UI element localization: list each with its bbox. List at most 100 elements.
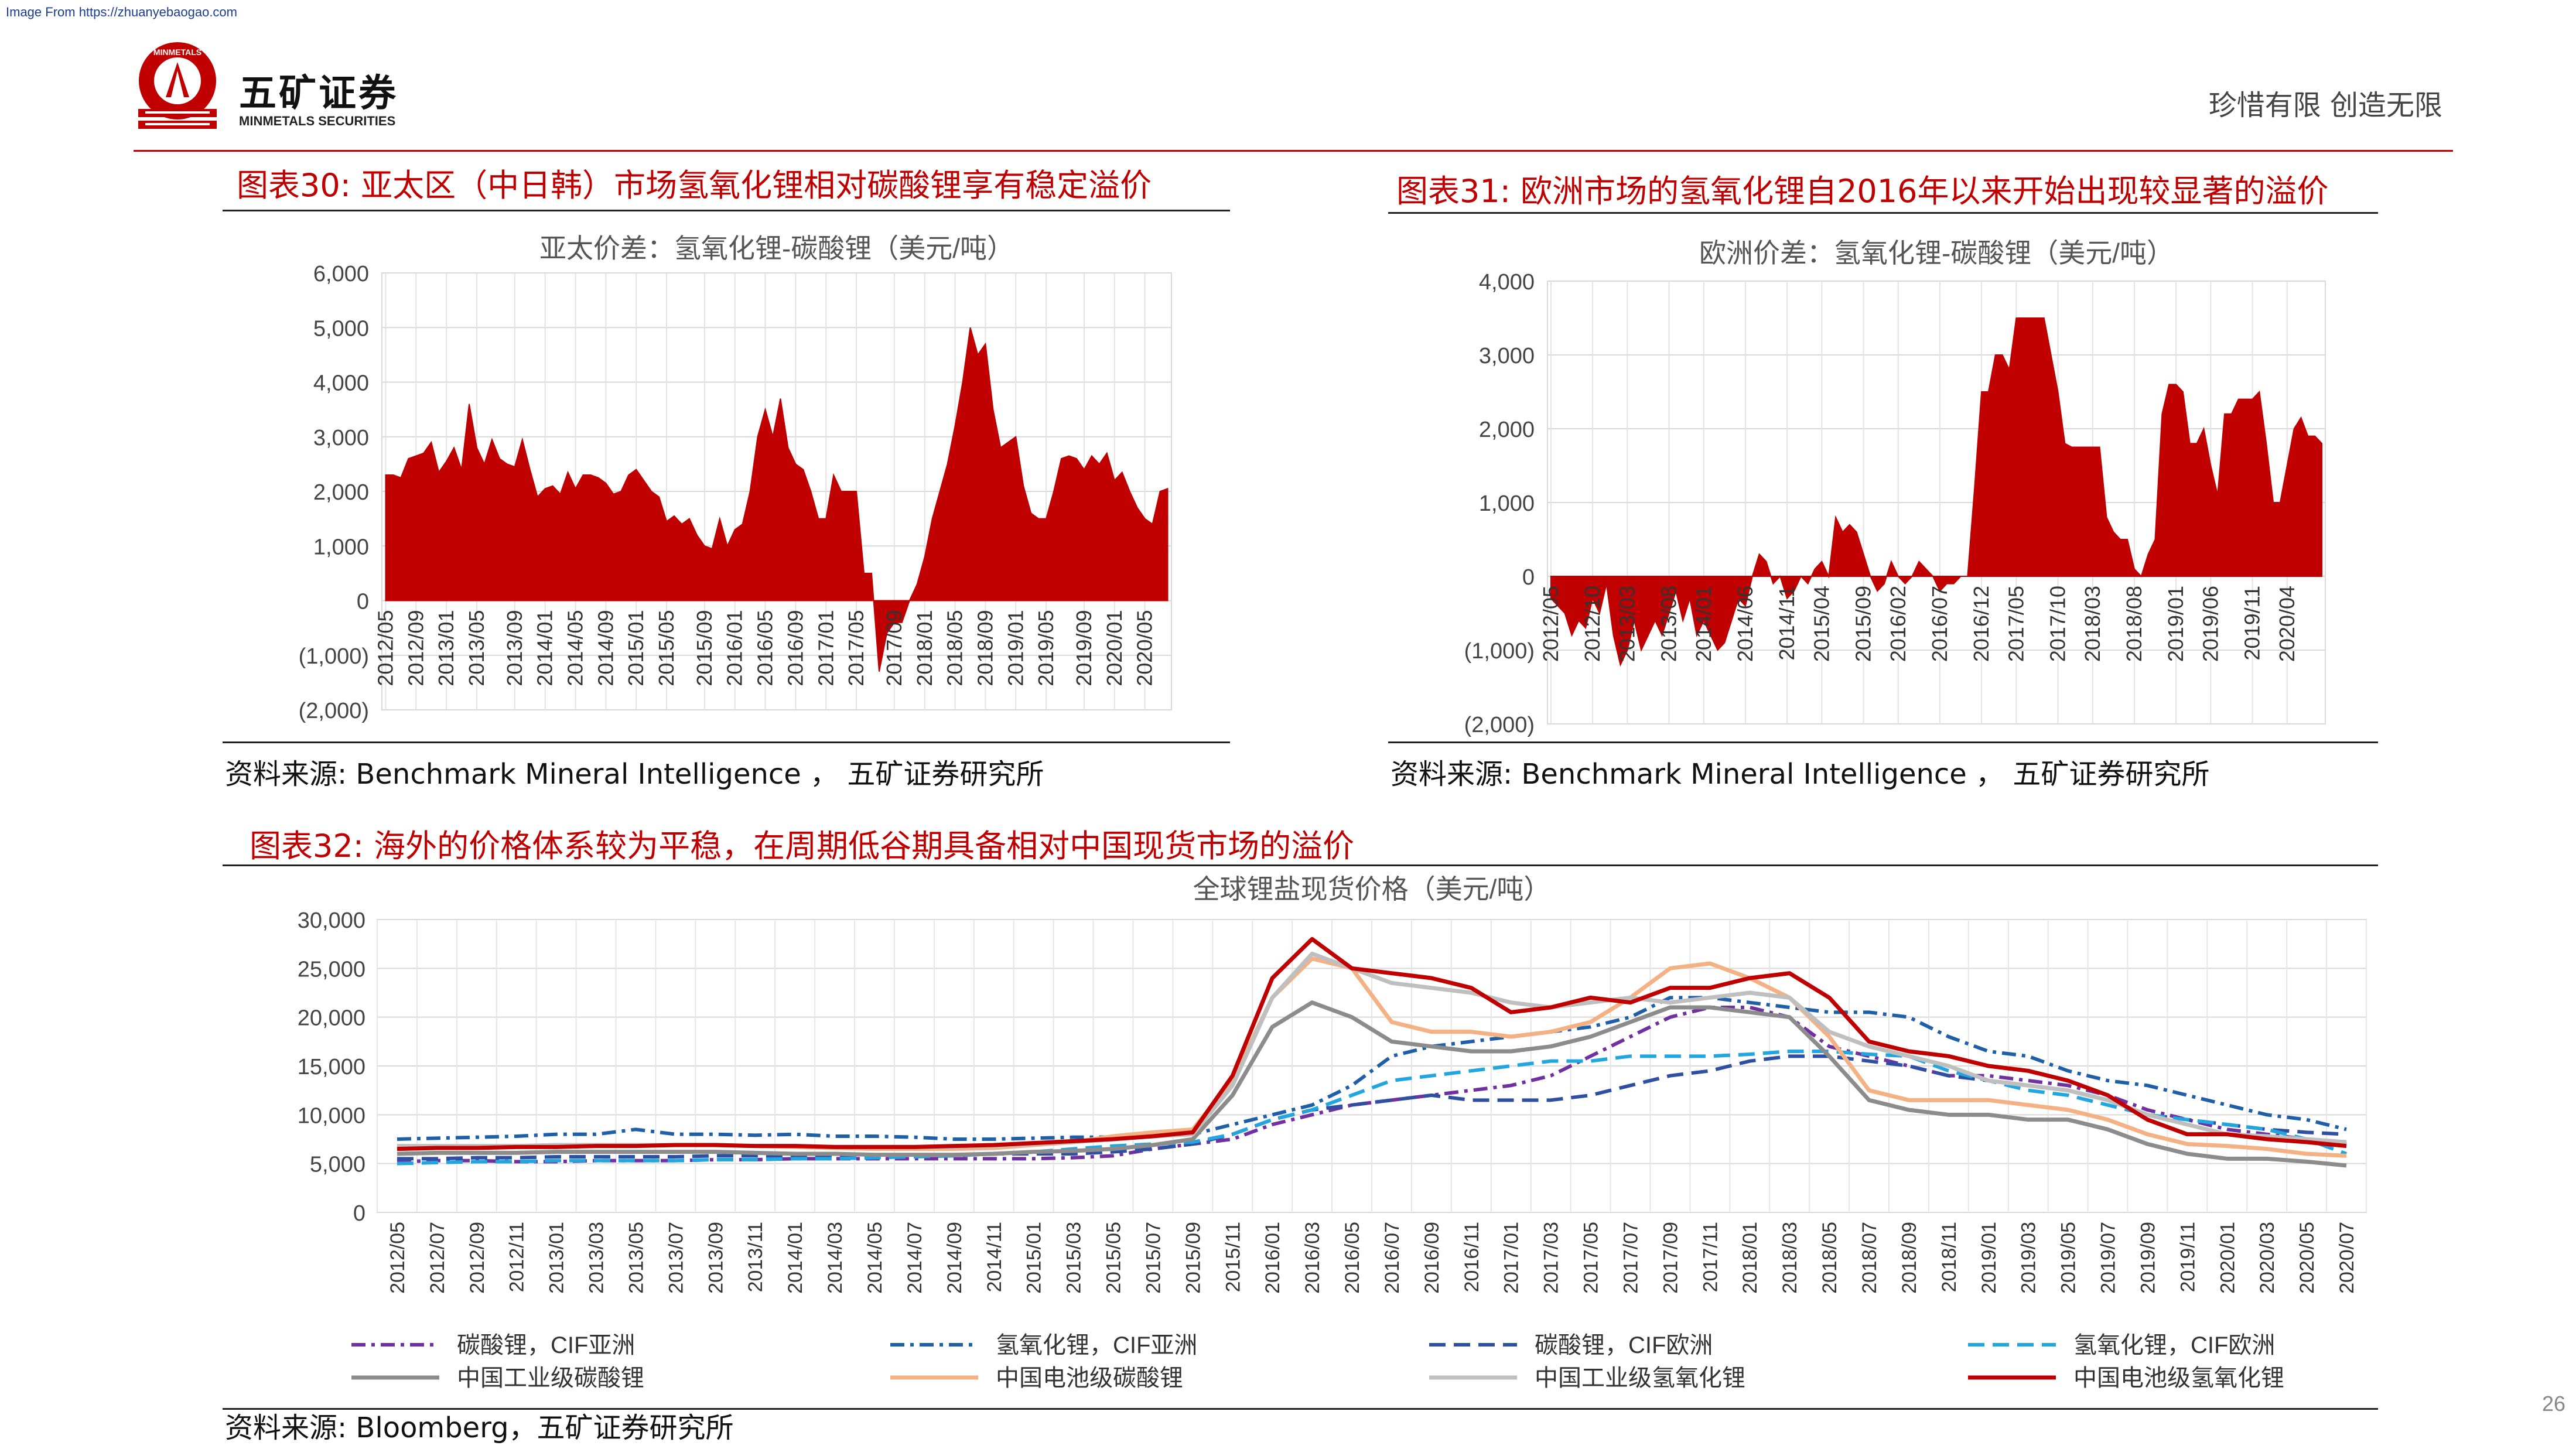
x-tick-label: 2015/09 — [692, 610, 716, 686]
company-logo: MINMETALS — [134, 39, 221, 132]
x-tick-label: 2019/11 — [2177, 1222, 2199, 1292]
x-tick-label: 2019/05 — [2058, 1222, 2080, 1294]
fig31-chart: 欧洲价差：氢氧化锂-碳酸锂（美元/吨） 4,000 3,000 2,000 1,000 0… — [1464, 238, 2326, 737]
x-tick-label: 2013/09 — [705, 1222, 727, 1294]
x-tick-label: 2020/07 — [2336, 1222, 2358, 1294]
x-tick-label: 2014/09 — [593, 610, 617, 686]
y-tick-label: 30,000 — [298, 908, 365, 933]
x-tick-label: 2014/05 — [563, 610, 587, 686]
x-tick-label: 2012/05 — [373, 610, 397, 686]
x-tick-label: 2020/04 — [2275, 586, 2299, 662]
x-tick-label: 2014/07 — [904, 1222, 926, 1294]
y-tick-label: (2,000) — [299, 699, 369, 723]
x-tick-label: 2020/05 — [1133, 610, 1157, 686]
y-tick-label: 4,000 — [313, 371, 369, 396]
x-tick-label: 2017/09 — [1659, 1222, 1682, 1294]
series-line — [397, 1050, 2348, 1166]
x-tick-label: 2020/01 — [2216, 1222, 2239, 1294]
x-tick-label: 2015/01 — [624, 610, 648, 686]
fig30-source: 资料来源: Benchmark Mineral Intelligence ， 五… — [225, 758, 1044, 791]
y-tick-label: 15,000 — [298, 1055, 365, 1079]
x-tick-label: 2014/09 — [944, 1222, 966, 1294]
x-tick-label: 2017/11 — [1699, 1222, 1721, 1292]
x-tick-label: 2016/11 — [1461, 1222, 1483, 1292]
x-tick-label: 2015/11 — [1222, 1222, 1244, 1292]
legend-label: 碳酸锂，CIF亚洲 — [457, 1332, 635, 1358]
y-tick-label: (2,000) — [1464, 713, 1535, 737]
x-tick-label: 2019/09 — [2137, 1222, 2159, 1294]
x-tick-label: 2020/05 — [2296, 1222, 2318, 1294]
x-tick-label: 2017/01 — [1501, 1222, 1523, 1294]
x-tick-label: 2019/11 — [2240, 586, 2264, 660]
x-tick-label: 2018/07 — [1858, 1222, 1881, 1294]
x-tick-label: 2018/05 — [1819, 1222, 1841, 1294]
x-tick-label: 2013/03 — [586, 1222, 608, 1294]
fig31-top-rule — [1388, 212, 2378, 214]
y-tick-label: 5,000 — [310, 1153, 365, 1177]
y-tick-label: 0 — [357, 590, 369, 614]
x-tick-label: 2012/05 — [1539, 586, 1563, 662]
y-tick-label: 0 — [353, 1201, 365, 1226]
x-tick-label: 2019/01 — [1003, 610, 1027, 686]
series-area — [385, 327, 1169, 672]
x-tick-label: 2019/01 — [2164, 586, 2188, 662]
legend-label: 中国工业级碳酸锂 — [457, 1365, 644, 1391]
x-tick-label: 2020/03 — [2256, 1222, 2278, 1294]
legend-label: 中国电池级碳酸锂 — [996, 1365, 1183, 1391]
x-tick-label: 2017/03 — [1540, 1222, 1563, 1294]
x-tick-label: 2018/09 — [1898, 1222, 1921, 1294]
x-tick-label: 2012/09 — [404, 610, 428, 686]
x-tick-label: 2013/05 — [625, 1222, 647, 1294]
x-tick-label: 2014/11 — [1775, 586, 1799, 660]
x-tick-label: 2020/01 — [1102, 610, 1126, 686]
y-tick-label: 25,000 — [298, 957, 365, 982]
x-tick-label: 2014/05 — [864, 1222, 886, 1294]
x-tick-label: 2015/03 — [1063, 1222, 1085, 1294]
company-name-en: MINMETALS SECURITIES — [239, 114, 396, 128]
y-tick-label: 20,000 — [298, 1006, 365, 1031]
header-divider — [134, 150, 2453, 152]
y-tick-label: (1,000) — [1464, 639, 1535, 664]
x-tick-label: 2015/09 — [1851, 586, 1875, 662]
x-tick-label: 2013/05 — [464, 610, 488, 686]
x-tick-label: 2015/05 — [654, 610, 678, 686]
x-tick-label: 2019/05 — [1034, 610, 1058, 686]
fig32-top-rule — [223, 864, 2378, 866]
x-tick-label: 2019/03 — [2018, 1222, 2040, 1294]
x-tick-label: 2016/09 — [1421, 1222, 1443, 1294]
x-tick-label: 2013/01 — [546, 1222, 568, 1294]
page-number: 26 — [2541, 1392, 2565, 1416]
fig31-bottom-rule — [1388, 741, 2378, 743]
y-tick-label: 0 — [1522, 565, 1535, 590]
x-tick-label: 2016/05 — [1341, 1222, 1364, 1294]
fig31-source: 资料来源: Benchmark Mineral Intelligence ， 五… — [1391, 758, 2210, 791]
fig31-title: 图表31: 欧洲市场的氢氧化锂自2016年以来开始出现较显著的溢价 — [1396, 173, 2329, 210]
x-tick-label: 2017/05 — [844, 610, 868, 686]
x-tick-label: 2018/08 — [2122, 586, 2146, 662]
fig32-chart: 全球锂盐现货价格（美元/吨） 30,000 25,000 20,000 15,000 10… — [298, 874, 2367, 1391]
x-tick-label: 2013/03 — [1615, 586, 1639, 662]
y-tick-label: 2,000 — [1479, 418, 1535, 442]
x-tick-label: 2019/06 — [2198, 586, 2222, 662]
x-tick-label: 2019/01 — [1978, 1222, 2000, 1294]
x-tick-label: 2016/09 — [783, 610, 807, 686]
x-tick-label: 2018/01 — [1739, 1222, 1761, 1294]
x-tick-label: 2018/09 — [973, 610, 997, 686]
fig30-title: 图表30: 亚太区（中日韩）市场氢氧化锂相对碳酸锂享有稳定溢价 — [237, 167, 1152, 204]
x-tick-label: 2012/11 — [506, 1222, 528, 1292]
fig32-source: 资料来源: Bloomberg，五矿证券研究所 — [225, 1412, 734, 1444]
x-tick-label: 2013/08 — [1657, 586, 1681, 662]
image-source-note: Image From https://zhuanyebaogao.com — [6, 5, 237, 19]
x-tick-label: 2019/09 — [1072, 610, 1096, 686]
x-tick-label: 2015/04 — [1809, 586, 1833, 662]
fig32-bottom-rule — [223, 1408, 2378, 1410]
x-tick-label: 2013/01 — [434, 610, 458, 686]
y-tick-label: (1,000) — [299, 644, 369, 669]
chart-title: 全球锂盐现货价格（美元/吨） — [1193, 874, 1551, 904]
y-tick-label: 10,000 — [298, 1103, 365, 1128]
x-tick-label: 2015/09 — [1182, 1222, 1204, 1294]
y-tick-label: 2,000 — [313, 480, 369, 505]
fig30-top-rule — [223, 210, 1230, 211]
x-tick-label: 2017/05 — [2004, 586, 2028, 662]
x-tick-label: 2018/03 — [2080, 586, 2104, 662]
